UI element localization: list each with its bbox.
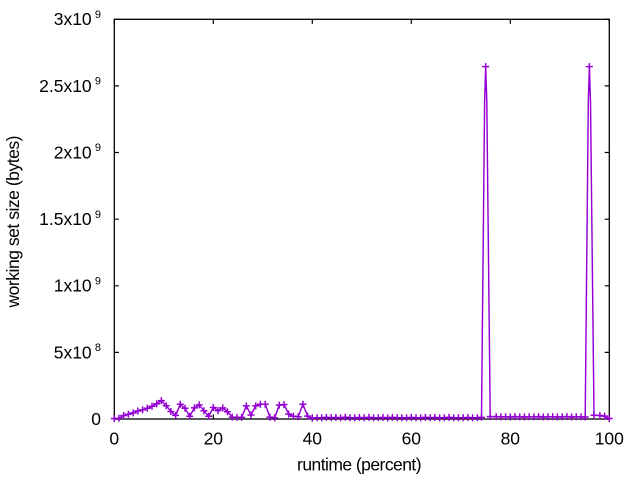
svg-text:working set size (bytes): working set size (bytes) <box>3 136 23 309</box>
svg-text:20: 20 <box>204 428 224 448</box>
svg-text:80: 80 <box>501 428 521 448</box>
svg-text:40: 40 <box>303 428 323 448</box>
svg-text:60: 60 <box>402 428 422 448</box>
svg-text:runtime (percent): runtime (percent) <box>297 454 422 474</box>
svg-text:100: 100 <box>595 428 624 448</box>
svg-text:0: 0 <box>109 428 119 448</box>
svg-text:0: 0 <box>91 409 101 429</box>
